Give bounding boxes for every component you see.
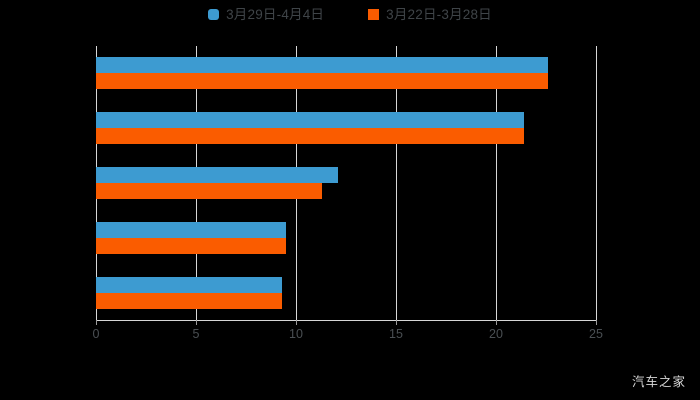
bar-2-1[interactable] [96,73,548,90]
x-tick-mark-0 [96,320,97,325]
bar-2-2[interactable] [96,128,524,145]
bar-1-4[interactable] [96,221,286,238]
gridline-15 [396,46,397,320]
x-tick-mark-5 [196,320,197,325]
legend-entry-2[interactable]: 3月22日-3月28日 [368,8,492,22]
chart-legend: 3月29日-4月4日 3月22日-3月28日 [0,8,700,22]
plot-area [96,46,597,320]
x-tick-mark-20 [496,320,497,325]
bar-2-5[interactable] [96,292,282,309]
bar-2-3[interactable] [96,183,322,199]
x-tick-mark-15 [396,320,397,325]
legend-label-1: 3月29日-4月4日 [226,7,325,22]
x-axis-line [96,320,597,321]
bar-1-3[interactable] [96,167,338,183]
x-tick-label-5: 5 [192,327,200,341]
legend-swatch-icon-2 [368,9,380,21]
x-tick-mark-10 [296,320,297,325]
x-tick-mark-25 [596,320,597,325]
x-tick-label-20: 20 [489,327,503,341]
bar-2-4[interactable] [96,237,286,254]
legend-entry-1[interactable]: 3月29日-4月4日 [208,8,324,22]
x-tick-label-25: 25 [589,327,603,341]
x-tick-label-0: 0 [92,327,100,341]
gridline-20 [496,46,497,320]
bar-1-2[interactable] [96,112,524,129]
bar-1-1[interactable] [96,57,548,74]
x-tick-label-10: 10 [289,327,303,341]
legend-swatch-icon-1 [208,9,220,21]
watermark: 汽车之家 [631,374,686,389]
gridline-25 [596,46,597,320]
legend-label-2: 3月22日-3月28日 [386,7,492,22]
x-tick-label-15: 15 [389,327,403,341]
bar-1-5[interactable] [96,276,282,293]
